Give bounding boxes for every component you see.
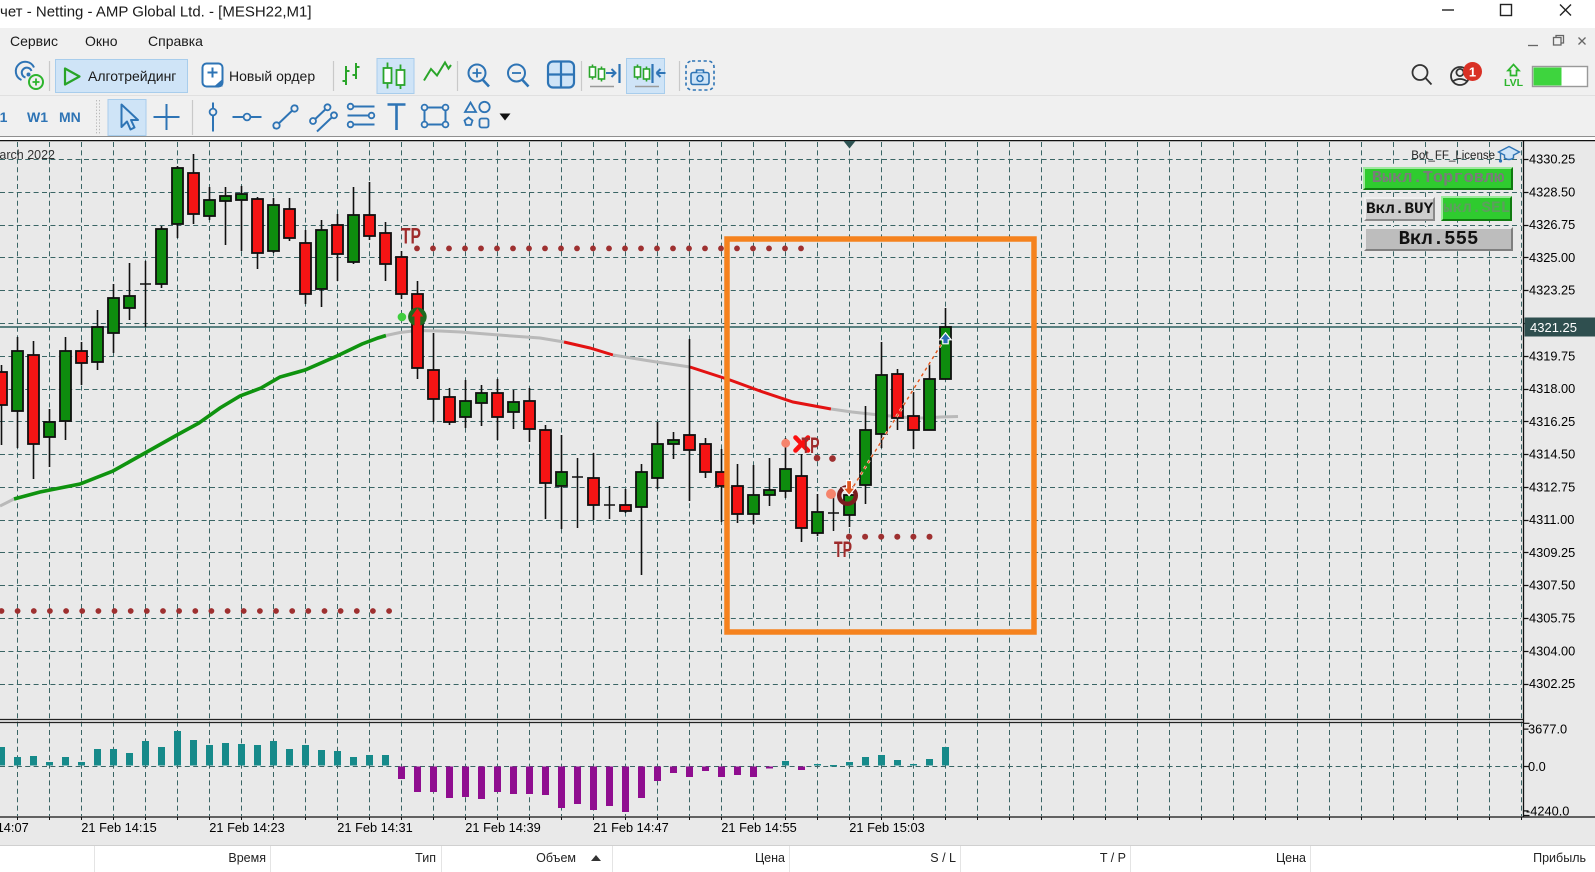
svg-text:4309.25: 4309.25	[1529, 545, 1575, 560]
svg-text:21 Feb 14:15: 21 Feb 14:15	[81, 820, 156, 835]
svg-text:21 Feb 14:31: 21 Feb 14:31	[337, 820, 412, 835]
svg-text:Алготрейдинг: Алготрейдинг	[88, 68, 176, 84]
svg-text:4319.75: 4319.75	[1529, 348, 1575, 363]
svg-text:M1: M1	[0, 109, 8, 125]
svg-text:-4240.0: -4240.0	[1526, 803, 1569, 818]
svg-text:3677.0: 3677.0	[1528, 722, 1567, 737]
svg-text:TP: TP	[401, 224, 421, 249]
svg-text:21 Feb 14:47: 21 Feb 14:47	[593, 820, 668, 835]
svg-text:TP: TP	[834, 537, 852, 562]
svg-text:4307.50: 4307.50	[1529, 578, 1575, 593]
svg-text:Сервис: Сервис	[10, 33, 58, 49]
svg-text:4326.75: 4326.75	[1529, 217, 1575, 232]
svg-text:4305.75: 4305.75	[1529, 611, 1575, 626]
svg-text:21 Feb 15:03: 21 Feb 15:03	[849, 820, 924, 835]
svg-text:4316.25: 4316.25	[1529, 414, 1575, 429]
svg-text:21 Feb 14:39: 21 Feb 14:39	[465, 820, 540, 835]
svg-text:MN: MN	[59, 109, 81, 125]
svg-text:21 Feb 14:23: 21 Feb 14:23	[209, 820, 284, 835]
svg-text:Bot_FF_License: Bot_FF_License	[1411, 150, 1495, 162]
svg-text:4323.25: 4323.25	[1529, 283, 1575, 298]
svg-text:March 2022: March 2022	[0, 148, 55, 162]
svg-text:TP: TP	[802, 433, 820, 458]
svg-text:LVL: LVL	[1504, 77, 1524, 89]
svg-text:4321.25: 4321.25	[1530, 320, 1577, 335]
svg-text:Новый ордер: Новый ордер	[229, 68, 315, 84]
svg-text:4311.00: 4311.00	[1529, 512, 1574, 527]
svg-text:4330.25: 4330.25	[1529, 152, 1575, 167]
svg-text:4304.00: 4304.00	[1529, 643, 1575, 658]
svg-text:Справка: Справка	[148, 33, 203, 49]
svg-text:4314.50: 4314.50	[1529, 447, 1575, 462]
svg-text:Окно: Окно	[85, 33, 118, 49]
svg-text:W1: W1	[27, 109, 48, 125]
svg-text:4325.00: 4325.00	[1529, 250, 1575, 265]
svg-text:0.0: 0.0	[1528, 759, 1546, 774]
svg-text:4328.50: 4328.50	[1529, 184, 1575, 199]
svg-text:21 Feb 14:07: 21 Feb 14:07	[0, 820, 29, 835]
svg-text:21 Feb 14:55: 21 Feb 14:55	[721, 820, 796, 835]
svg-text:4318.00: 4318.00	[1529, 381, 1575, 396]
svg-text:4312.75: 4312.75	[1529, 479, 1575, 494]
svg-text:чет - Netting - AMP Global Ltd: чет - Netting - AMP Global Ltd. - [MESH2…	[0, 4, 312, 21]
svg-text:4302.25: 4302.25	[1529, 676, 1575, 691]
svg-text:1: 1	[1469, 65, 1476, 80]
